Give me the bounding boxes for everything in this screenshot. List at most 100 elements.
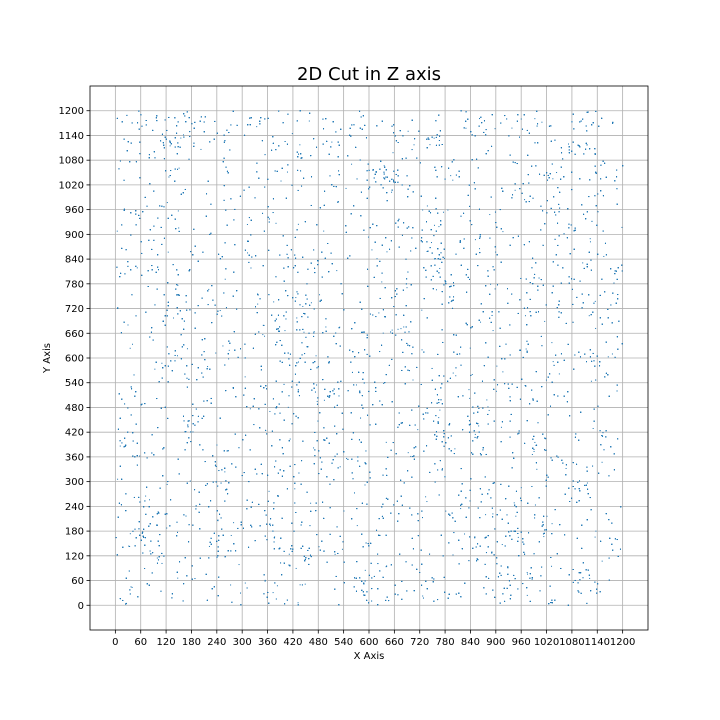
- scatter-point: [208, 288, 210, 290]
- scatter-point: [313, 331, 315, 333]
- scatter-point: [464, 533, 466, 535]
- scatter-point: [460, 508, 462, 510]
- scatter-point: [526, 572, 528, 574]
- scatter-point: [494, 128, 496, 130]
- scatter-point: [351, 163, 353, 165]
- scatter-point: [534, 118, 536, 120]
- scatter-point: [381, 281, 383, 283]
- scatter-point: [208, 545, 210, 547]
- scatter-point: [166, 202, 168, 204]
- scatter-point: [308, 120, 310, 122]
- scatter-point: [219, 310, 221, 312]
- scatter-point: [454, 448, 456, 450]
- scatter-point: [299, 584, 301, 586]
- scatter-point: [422, 209, 424, 211]
- scatter-point: [433, 224, 435, 226]
- scatter-point: [485, 514, 487, 516]
- scatter-point: [480, 321, 482, 323]
- scatter-point: [304, 583, 306, 585]
- grid-lines: [90, 86, 648, 630]
- scatter-point: [546, 515, 548, 517]
- scatter-point: [534, 441, 536, 443]
- scatter-point: [541, 121, 543, 123]
- scatter-point: [294, 488, 296, 490]
- scatter-point: [479, 248, 481, 250]
- scatter-point: [592, 427, 594, 429]
- scatter-point: [527, 573, 529, 575]
- scatter-point: [588, 315, 590, 317]
- scatter-point: [287, 406, 289, 408]
- scatter-point: [536, 468, 538, 470]
- scatter-point: [273, 301, 275, 303]
- scatter-point: [385, 566, 387, 568]
- scatter-point: [452, 372, 454, 374]
- scatter-point: [422, 595, 424, 597]
- scatter-point: [471, 373, 473, 375]
- scatter-point: [443, 257, 445, 259]
- scatter-point: [192, 431, 194, 433]
- scatter-point: [486, 399, 488, 401]
- scatter-point: [166, 483, 168, 485]
- scatter-point: [302, 305, 304, 307]
- scatter-point: [178, 167, 180, 169]
- scatter-point: [230, 584, 232, 586]
- scatter-point: [400, 328, 402, 330]
- scatter-point: [166, 527, 168, 529]
- scatter-point: [272, 592, 274, 594]
- scatter-point: [391, 191, 393, 193]
- scatter-point: [216, 444, 218, 446]
- scatter-point: [439, 267, 441, 269]
- scatter-point: [487, 406, 489, 408]
- scatter-point: [474, 433, 476, 435]
- scatter-point: [274, 536, 276, 538]
- scatter-point: [474, 239, 476, 241]
- scatter-point: [161, 362, 163, 364]
- scatter-point: [382, 332, 384, 334]
- scatter-point: [621, 226, 623, 228]
- scatter-point: [601, 560, 603, 562]
- scatter-point: [177, 210, 179, 212]
- scatter-point: [450, 301, 452, 303]
- scatter-point: [346, 457, 348, 459]
- scatter-point: [297, 602, 299, 604]
- scatter-point: [407, 130, 409, 132]
- scatter-point: [552, 361, 554, 363]
- scatter-point: [433, 137, 435, 139]
- scatter-point: [443, 211, 445, 213]
- scatter-point: [595, 327, 597, 329]
- scatter-point: [474, 537, 476, 539]
- scatter-point: [177, 577, 179, 579]
- scatter-point: [468, 389, 470, 391]
- scatter-point: [525, 348, 527, 350]
- scatter-point: [441, 468, 443, 470]
- scatter-point: [315, 355, 317, 357]
- scatter-point: [455, 375, 457, 377]
- scatter-points: [115, 110, 624, 606]
- scatter-point: [502, 231, 504, 233]
- scatter-point: [421, 349, 423, 351]
- scatter-point: [524, 199, 526, 201]
- scatter-point: [156, 557, 158, 559]
- scatter-point: [256, 126, 258, 128]
- scatter-point: [406, 287, 408, 289]
- scatter-point: [127, 324, 129, 326]
- scatter-point: [325, 326, 327, 328]
- scatter-point: [178, 227, 180, 229]
- scatter-point: [517, 536, 519, 538]
- scatter-point: [495, 251, 497, 253]
- scatter-point: [268, 490, 270, 492]
- scatter-point: [376, 258, 378, 260]
- scatter-point: [586, 482, 588, 484]
- scatter-point: [280, 180, 282, 182]
- scatter-point: [494, 288, 496, 290]
- scatter-point: [222, 345, 224, 347]
- scatter-point: [244, 582, 246, 584]
- scatter-point: [469, 347, 471, 349]
- scatter-point: [244, 376, 246, 378]
- scatter-point: [601, 461, 603, 463]
- scatter-point: [438, 417, 440, 419]
- scatter-point: [264, 335, 266, 337]
- scatter-point: [291, 133, 293, 135]
- scatter-point: [336, 270, 338, 272]
